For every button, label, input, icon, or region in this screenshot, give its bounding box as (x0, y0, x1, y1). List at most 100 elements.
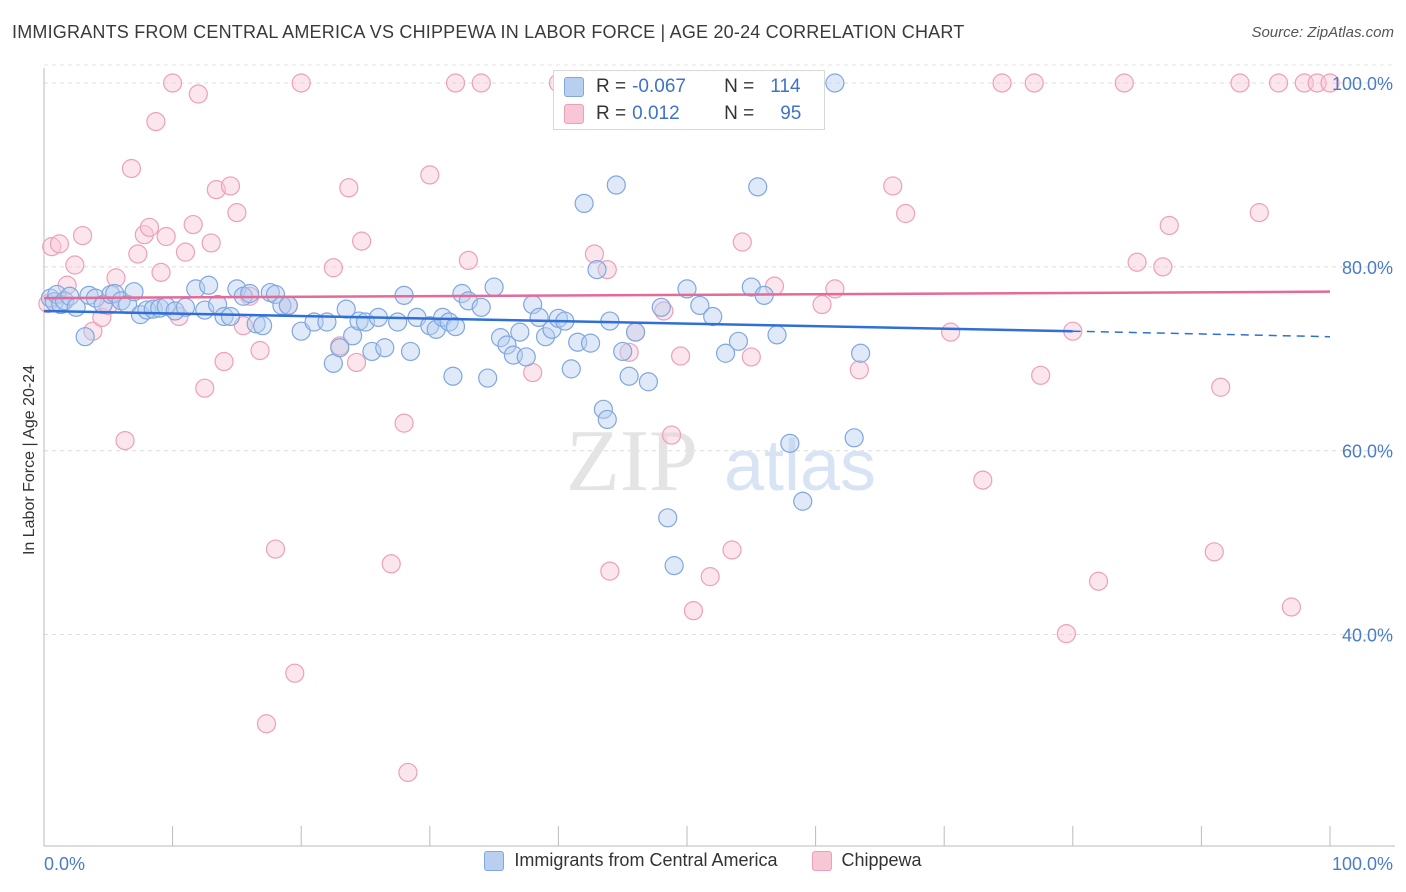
central-america-point (124, 282, 144, 302)
chippewa-point (1249, 203, 1269, 223)
stats-r-label: R = (596, 76, 627, 97)
stats-n-label: N = (724, 103, 755, 124)
stats-n-value: 95 (780, 103, 802, 124)
central-america-point (658, 508, 678, 528)
chippewa-point (1281, 597, 1302, 617)
chippewa-point (352, 231, 372, 251)
stats-r-label: R = (596, 103, 627, 124)
central-america-point (619, 366, 639, 386)
chippewa-point (1320, 73, 1340, 93)
central-america-point (516, 347, 536, 367)
central-america-point (165, 301, 185, 321)
chippewa-point (163, 73, 183, 93)
chippewa-point (1268, 73, 1289, 93)
chippewa-point (42, 237, 62, 257)
x-tick-label: 0.0% (44, 854, 85, 874)
series-central-america (40, 73, 871, 576)
chippewa-point (1211, 377, 1231, 397)
watermark: ZIP atlas (566, 413, 876, 510)
chippewa-point (175, 242, 196, 262)
chippewa-point (214, 351, 234, 372)
central-america-point (580, 333, 601, 353)
central-america-point (330, 338, 350, 358)
central-america-point (199, 275, 219, 295)
chippewa-point (201, 233, 221, 253)
chippewa-point (722, 540, 742, 560)
stats-swatch-pink (564, 104, 584, 124)
central-america-point (748, 177, 768, 197)
chippewa-point (346, 352, 367, 373)
trend-line-central-america (43, 309, 1073, 333)
chippewa-point (398, 762, 418, 783)
chart-title: IMMIGRANTS FROM CENTRAL AMERICA VS CHIPP… (12, 22, 965, 42)
central-america-point (703, 306, 723, 327)
y-tick-label: 100.0% (1332, 74, 1393, 94)
stats-swatch-blue (564, 77, 584, 97)
watermark-zip: ZIP (566, 413, 698, 510)
central-america-point (375, 338, 395, 358)
central-america-point (780, 433, 800, 453)
central-america-point (715, 343, 736, 363)
chippewa-point (670, 346, 691, 366)
chippewa-point (849, 360, 869, 380)
central-america-point (478, 368, 498, 388)
chippewa-point (896, 203, 916, 224)
chippewa-point (128, 244, 148, 264)
legend: Immigrants from Central America Chippewa (0, 850, 1406, 871)
trend-lines (43, 290, 1331, 338)
central-america-point (471, 297, 491, 317)
chippewa-point (256, 714, 277, 734)
chippewa-point (458, 250, 478, 271)
central-america-point (490, 328, 511, 348)
chippewa-point (183, 214, 203, 235)
chippewa-point (597, 260, 617, 280)
chippewa-point (654, 301, 674, 321)
central-america-point (484, 277, 504, 297)
stats-n-value: 114 (770, 76, 801, 97)
chippewa-point (285, 663, 305, 683)
stats-row-chippewa: R = 0.012 N = 95 (564, 101, 801, 127)
chippewa-point (600, 561, 620, 581)
chippewa-point (812, 294, 832, 315)
chippewa-point (250, 340, 270, 361)
chippewa-point (1230, 73, 1250, 93)
central-america-point (851, 343, 871, 363)
chippewa-point (115, 430, 135, 451)
central-america-point (445, 316, 466, 337)
y-axis-label: In Labor Force | Age 20-24 (21, 365, 38, 555)
trend-line-chippewa (43, 290, 1331, 300)
chippewa-point (72, 225, 93, 246)
chippewa-point (291, 73, 311, 93)
legend-item-central-america[interactable]: Immigrants from Central America (484, 850, 778, 871)
legend-label: Immigrants from Central America (514, 850, 778, 870)
central-america-point (613, 341, 633, 362)
tick-labels: 40.0% 60.0% 80.0% 100.0% 0.0% 100.0% (44, 74, 1393, 874)
y-tick-label: 60.0% (1342, 442, 1393, 462)
central-america-point (793, 491, 813, 511)
central-america-point (362, 341, 382, 362)
central-america-point (75, 327, 95, 347)
central-america-point (497, 335, 517, 355)
chippewa-point (1153, 257, 1173, 277)
chippewa-point (619, 342, 639, 362)
central-america-point (561, 359, 581, 379)
legend-swatch-pink (811, 850, 832, 871)
chippewa-point (1114, 73, 1134, 93)
central-america-point (400, 341, 421, 362)
legend-swatch-blue (484, 850, 505, 871)
trend-line-central-america-extension (1072, 330, 1331, 338)
x-tick-label: 100.0% (1332, 854, 1393, 874)
chippewa-point (445, 73, 466, 93)
central-america-point (638, 372, 659, 392)
chippewa-point (151, 262, 171, 282)
chippewa-point (1159, 215, 1179, 236)
central-america-point (587, 260, 607, 280)
chippewa-point (156, 226, 176, 247)
legend-item-chippewa[interactable]: Chippewa (811, 850, 922, 871)
central-america-point (677, 279, 697, 299)
central-america-point (597, 409, 617, 430)
y-tick-label: 40.0% (1342, 626, 1393, 646)
central-america-point (690, 295, 710, 316)
central-america-point (60, 286, 80, 306)
